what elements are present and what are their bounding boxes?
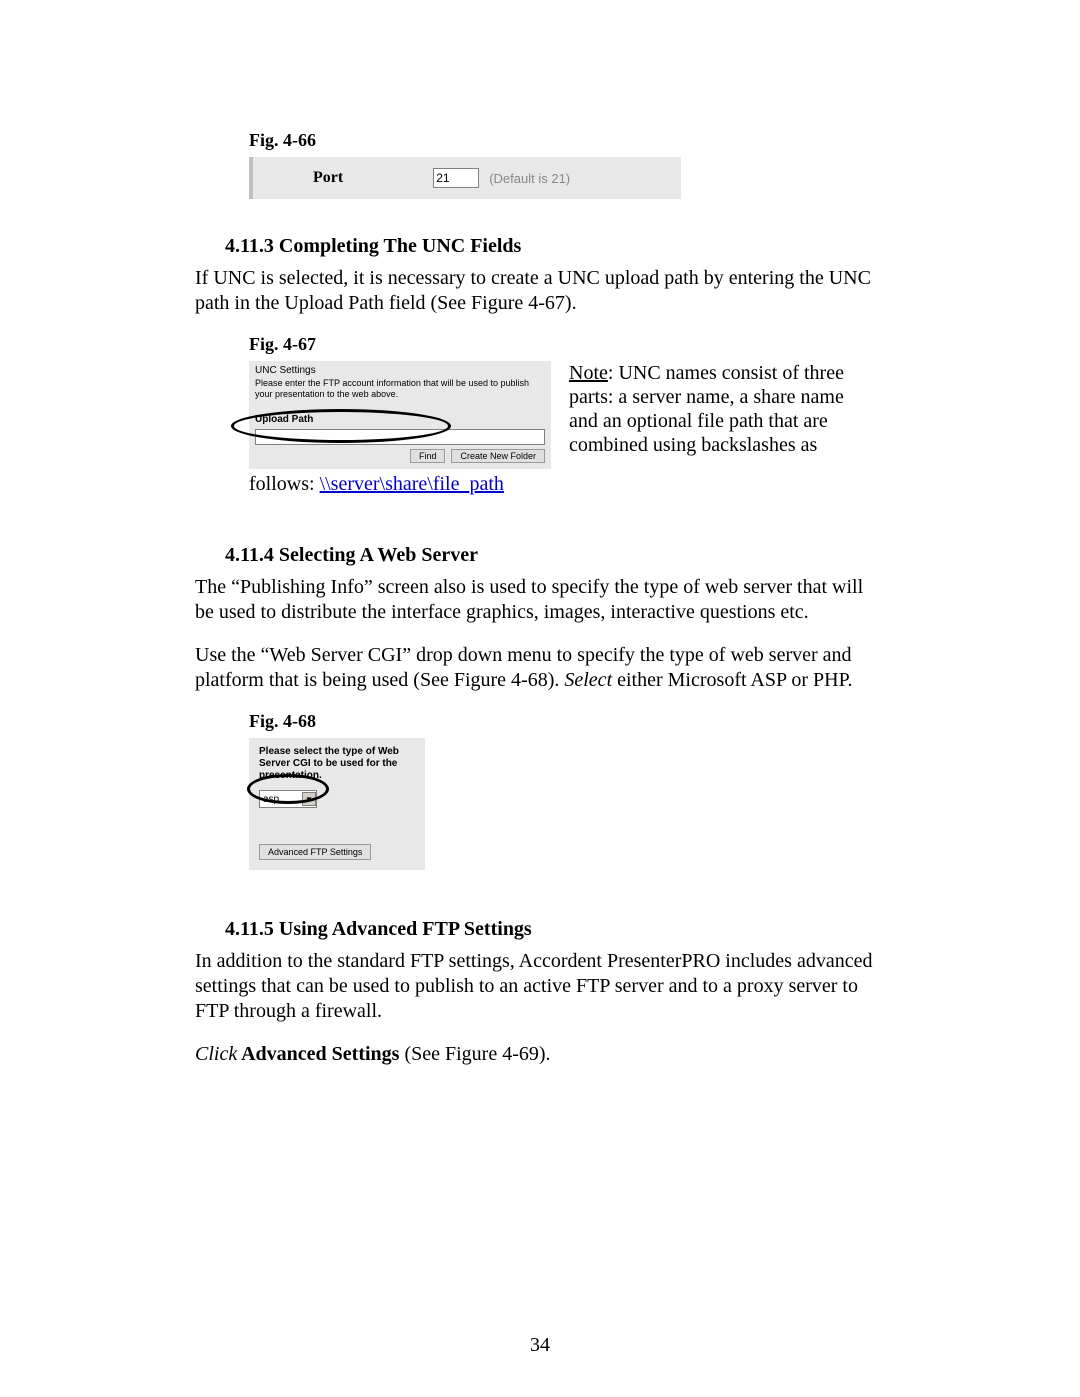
- fig-67-note: Note: UNC names consist of three parts: …: [569, 361, 849, 469]
- note-text: : UNC names consist of three parts: a se…: [569, 362, 844, 456]
- click-bold: Advanced Settings: [237, 1043, 399, 1065]
- click-post: (See Figure 4-69).: [399, 1043, 550, 1065]
- heading-4-11-4: 4.11.4 Selecting A Web Server: [225, 544, 885, 567]
- fig-66-screenshot: Port (Default is 21): [249, 157, 681, 199]
- fig-68-desc: Please select the type of Web Server CGI…: [259, 746, 415, 782]
- port-input[interactable]: [433, 168, 479, 188]
- chevron-down-icon: ▼: [302, 792, 316, 806]
- port-label: Port: [313, 169, 343, 187]
- heading-4-11-5: 4.11.5 Using Advanced FTP Settings: [225, 918, 885, 941]
- fig-68-label: Fig. 4-68: [249, 711, 885, 732]
- body-4-11-3: If UNC is selected, it is necessary to c…: [195, 266, 885, 316]
- follows-line: follows: \\server\share\file_path: [249, 473, 885, 496]
- body-4-11-4-p1: The “Publishing Info” screen also is use…: [195, 575, 885, 625]
- unc-settings-label: UNC Settings: [255, 365, 545, 376]
- follows-prefix: follows:: [249, 473, 320, 495]
- advanced-ftp-settings-button[interactable]: Advanced FTP Settings: [259, 844, 371, 860]
- create-new-folder-button[interactable]: Create New Folder: [451, 449, 545, 463]
- fig-66-label: Fig. 4-66: [249, 130, 885, 151]
- cgi-select-value: asp: [263, 794, 279, 805]
- unc-path-link[interactable]: \\server\share\file_path: [320, 473, 504, 495]
- body2-italic: Select: [564, 669, 612, 691]
- upload-path-label: Upload Path: [255, 414, 545, 425]
- note-label: Note: [569, 362, 608, 384]
- click-italic: Click: [195, 1043, 237, 1065]
- body-4-11-5: In addition to the standard FTP settings…: [195, 949, 885, 1024]
- fig-68-screenshot: Please select the type of Web Server CGI…: [249, 738, 425, 870]
- page-number: 34: [0, 1334, 1080, 1357]
- body-4-11-4-p2: Use the “Web Server CGI” drop down menu …: [195, 643, 885, 693]
- fig-67-screenshot: UNC Settings Please enter the FTP accoun…: [249, 361, 551, 469]
- cgi-select[interactable]: asp ▼: [259, 790, 317, 808]
- click-line: Click Advanced Settings (See Figure 4-69…: [195, 1042, 885, 1067]
- fig-67-label: Fig. 4-67: [249, 334, 885, 355]
- port-default-text: (Default is 21): [489, 171, 570, 186]
- heading-4-11-3: 4.11.3 Completing The UNC Fields: [225, 235, 885, 258]
- find-button[interactable]: Find: [410, 449, 446, 463]
- upload-path-input[interactable]: [255, 429, 545, 445]
- unc-settings-desc: Please enter the FTP account information…: [255, 378, 545, 400]
- body2-post: either Microsoft ASP or PHP.: [612, 669, 852, 691]
